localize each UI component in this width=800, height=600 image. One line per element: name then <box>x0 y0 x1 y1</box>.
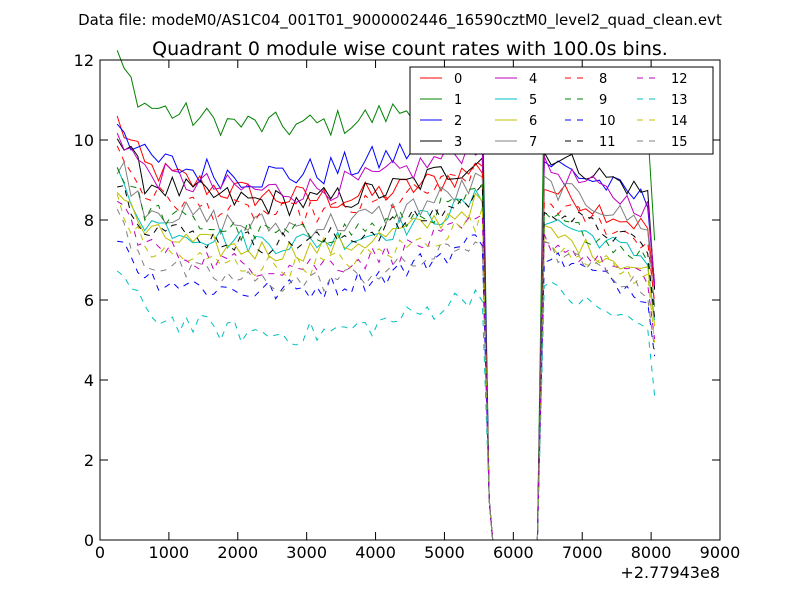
series-line-0 <box>116 115 656 541</box>
x-tick-label: 0 <box>95 543 105 562</box>
series-line-5 <box>116 167 656 541</box>
legend-label-0: 0 <box>454 72 462 87</box>
legend-label-4: 4 <box>529 72 537 87</box>
y-tick-label: 8 <box>84 211 94 230</box>
x-tick-label: 9000 <box>700 543 741 562</box>
axes-layer: 0 1000 2000 3000 4000 5000 6000 7000 8000 9000 0 2 4… <box>74 51 741 562</box>
legend-label-3: 3 <box>454 135 462 150</box>
x-tick-label: 2000 <box>217 543 258 562</box>
chart-title: Quadrant 0 module wise count rates with … <box>152 38 668 60</box>
legend-box <box>409 66 714 155</box>
legend-label-14: 14 <box>671 114 688 129</box>
series-line-10 <box>117 234 656 541</box>
x-offset-label: +2.77943e8 <box>620 563 720 582</box>
series-line-15 <box>116 208 656 541</box>
series-line-8 <box>116 145 656 541</box>
x-tick-label: 4000 <box>355 543 396 562</box>
legend-label-7: 7 <box>529 135 537 150</box>
chart-suptitle: Data file: modeM0/AS1C04_001T01_90000024… <box>78 11 722 30</box>
series-line-9 <box>116 167 656 541</box>
legend-label-6: 6 <box>529 114 537 129</box>
legend-label-8: 8 <box>599 72 607 87</box>
y-tick-label: 4 <box>84 371 94 390</box>
legend-label-5: 5 <box>529 93 537 108</box>
x-tick-label: 3000 <box>286 543 327 562</box>
x-tick-label: 1000 <box>149 543 190 562</box>
y-tick-label: 2 <box>84 451 94 470</box>
legend-label-2: 2 <box>454 114 462 129</box>
y-tick-label: 6 <box>84 291 94 310</box>
series-line-4 <box>116 132 656 541</box>
x-tick-label: 8000 <box>631 543 672 562</box>
series-line-12 <box>116 200 656 541</box>
x-tick-label: 6000 <box>493 543 534 562</box>
x-tick-label: 5000 <box>424 543 465 562</box>
y-tick-label: 10 <box>74 131 94 150</box>
series-layer <box>116 50 656 541</box>
legend-label-15: 15 <box>671 135 688 150</box>
series-line-7 <box>116 160 656 541</box>
legend-label-12: 12 <box>671 72 688 87</box>
legend-label-9: 9 <box>599 93 607 108</box>
y-tick-label: 12 <box>74 51 94 70</box>
legend-label-1: 1 <box>454 93 462 108</box>
y-tick-label: 0 <box>84 531 94 550</box>
series-line-6 <box>116 192 656 541</box>
legend-label-10: 10 <box>599 114 616 129</box>
series-line-13 <box>116 270 656 541</box>
legend-label-11: 11 <box>599 135 616 150</box>
x-tick-label: 7000 <box>562 543 603 562</box>
series-line-14 <box>116 193 656 541</box>
legend-label-13: 13 <box>671 93 688 108</box>
series-line-3 <box>116 138 656 541</box>
series-line-11 <box>117 183 656 541</box>
